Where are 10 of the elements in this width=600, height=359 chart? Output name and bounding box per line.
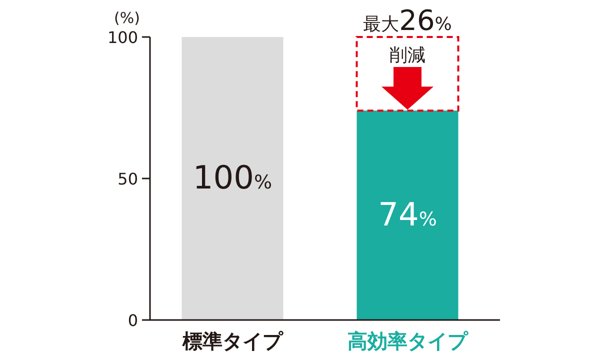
annotation: 最大26%	[363, 4, 452, 37]
y-axis-title: (%)	[114, 9, 140, 27]
data-label: 100%	[192, 158, 272, 196]
x-tick-label: 標準タイプ	[182, 329, 284, 353]
data-label: 74%	[378, 195, 437, 234]
x-tick-label: 高効率タイプ	[348, 329, 468, 353]
annotation: 削減	[390, 45, 426, 66]
y-tick-label: 50	[118, 170, 138, 188]
y-tick-label: 0	[128, 311, 138, 330]
y-tick-label: 100	[107, 28, 138, 47]
